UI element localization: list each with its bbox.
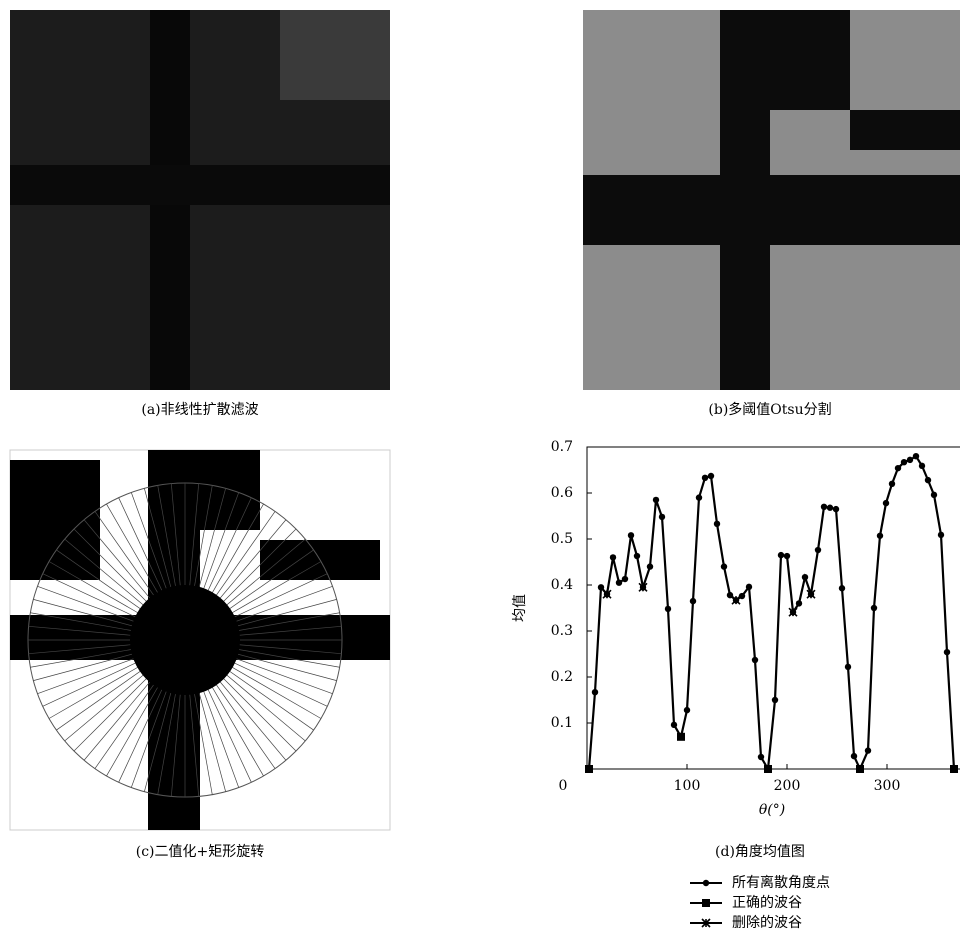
- point: [746, 584, 752, 590]
- y-tick-label: 0.3: [551, 623, 573, 639]
- point: [938, 532, 944, 538]
- point: [827, 505, 833, 511]
- point: [901, 459, 907, 465]
- point: [708, 473, 714, 479]
- legend-marker: [702, 899, 710, 907]
- series-line: [589, 456, 954, 769]
- point: [634, 553, 640, 559]
- point: [913, 453, 919, 459]
- point: [944, 649, 950, 655]
- legend-marker: [703, 880, 709, 886]
- point: [778, 552, 784, 558]
- legend-label: 删除的波谷: [732, 915, 802, 931]
- point: [772, 697, 778, 703]
- point: [839, 585, 845, 591]
- y-axis-label: 均值: [512, 594, 528, 622]
- x-tick-label: 0: [559, 778, 568, 794]
- point: [821, 504, 827, 510]
- legend-label: 正确的波谷: [732, 895, 802, 911]
- point: [721, 563, 727, 569]
- point: [671, 722, 677, 728]
- point: [684, 707, 690, 713]
- point: [690, 598, 696, 604]
- point: [702, 475, 708, 481]
- chart: 0.1 0.2 0.3 0.4 0.5 0.6 0.7 0 100 200 300 θ(°) 均值 (d)…: [512, 439, 960, 931]
- point: [647, 563, 653, 569]
- point: [845, 664, 851, 670]
- point: [833, 506, 839, 512]
- point: [796, 600, 802, 606]
- x-tick-label: 100: [674, 778, 701, 794]
- image-b-road: [583, 175, 960, 245]
- x-tick-label: 300: [874, 778, 901, 794]
- image-c-center: [130, 585, 240, 695]
- point: [907, 457, 913, 463]
- valley-square: [585, 765, 593, 773]
- caption: (c)二值化+矩形旋转: [136, 844, 265, 860]
- point: [851, 753, 857, 759]
- caption: (a)非线性扩散滤波: [141, 402, 258, 418]
- chart-title: (d)角度均值图: [715, 844, 805, 860]
- valley-square: [950, 765, 958, 773]
- point: [931, 492, 937, 498]
- point: [598, 584, 604, 590]
- point: [865, 747, 871, 753]
- image-a-road: [10, 165, 390, 205]
- point: [925, 477, 931, 483]
- y-tick-label: 0.2: [551, 669, 573, 685]
- point: [752, 657, 758, 663]
- y-tick-label: 0.7: [551, 439, 573, 455]
- image-b-block: [760, 10, 850, 110]
- point: [919, 463, 925, 469]
- point: [592, 689, 598, 695]
- point: [784, 553, 790, 559]
- point: [659, 514, 665, 520]
- point: [877, 533, 883, 539]
- legend-label: 所有离散角度点: [732, 874, 830, 891]
- y-tick-label: 0.4: [551, 577, 573, 593]
- point: [622, 576, 628, 582]
- point: [696, 494, 702, 500]
- x-axis-label: θ(°): [759, 802, 785, 818]
- x-tick-label: 200: [774, 778, 801, 794]
- valley-square: [764, 765, 772, 773]
- y-tick-label: 0.5: [551, 531, 573, 547]
- point: [895, 465, 901, 471]
- y-tick-label: 0.1: [551, 715, 573, 731]
- image-a-building: [280, 10, 390, 100]
- figure: 0.1 0.2 0.3 0.4 0.5 0.6 0.7 0 100 200 300 θ(°) 均值 (d)…: [0, 0, 960, 933]
- point: [758, 754, 764, 760]
- image-b-block: [850, 110, 960, 150]
- point: [871, 605, 877, 611]
- y-tick-label: 0.6: [551, 485, 573, 501]
- point: [815, 547, 821, 553]
- point: [665, 606, 671, 612]
- point: [714, 521, 720, 527]
- point: [889, 481, 895, 487]
- valley-square: [677, 733, 685, 741]
- point: [616, 580, 622, 586]
- valley-square: [856, 765, 864, 773]
- point: [883, 500, 889, 506]
- point: [653, 497, 659, 503]
- point: [802, 574, 808, 580]
- point: [628, 532, 634, 538]
- point: [610, 554, 616, 560]
- image-c-block: [10, 460, 100, 580]
- caption: (b)多阈值Otsu分割: [708, 401, 831, 418]
